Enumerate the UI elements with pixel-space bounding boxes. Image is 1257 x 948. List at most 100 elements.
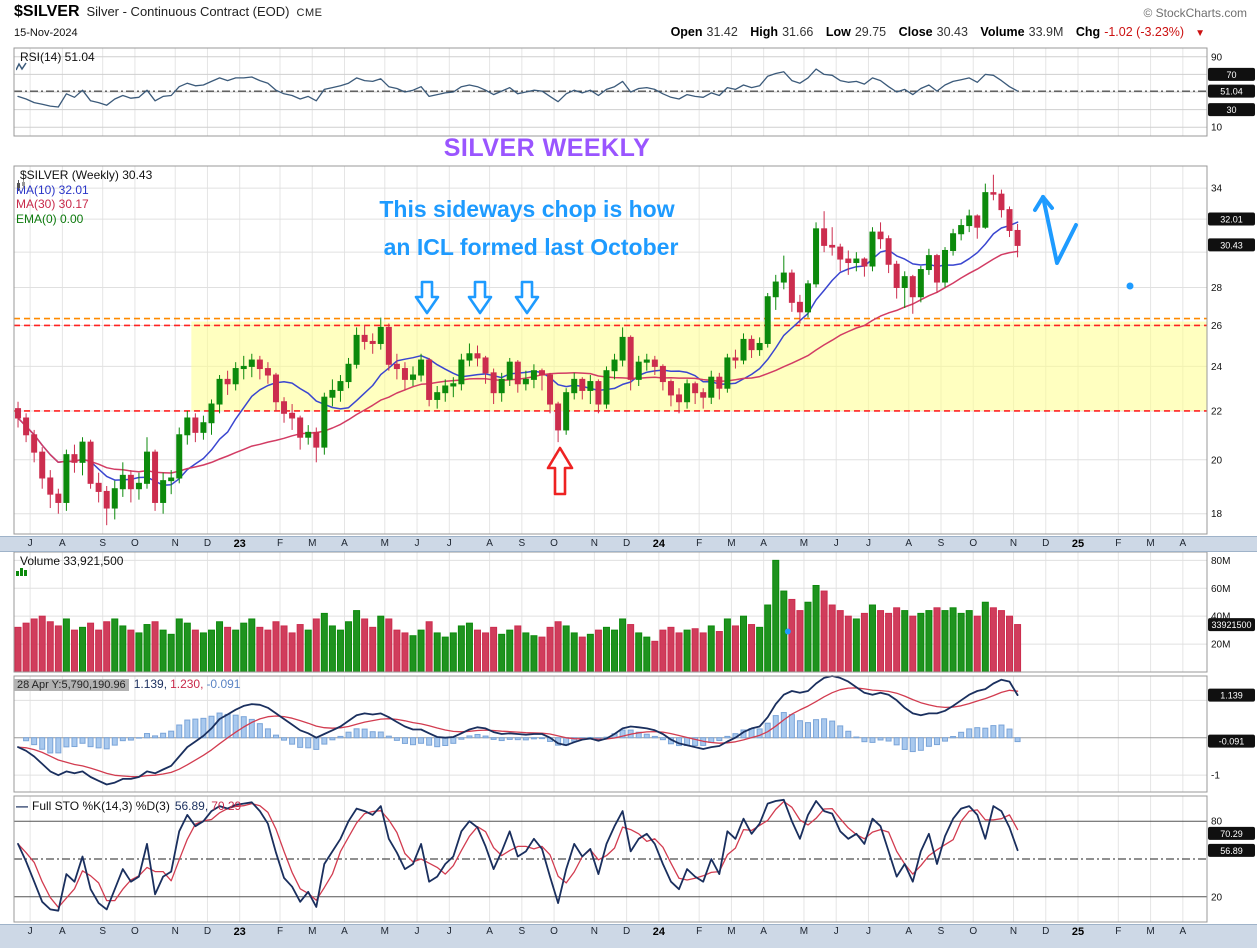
volume-legend: Volume 33,921,500	[16, 554, 124, 576]
x-axis-month-label: D	[203, 926, 212, 937]
quote-bar: Open 31.42 High 31.66 Low 29.75 Close 30.43 …	[671, 25, 1205, 39]
x-axis-month-label: A	[486, 926, 493, 937]
chg-label: Chg	[1075, 25, 1101, 39]
volume-panel-chart: 80M 60M 40M 20M 33921500	[13, 551, 1255, 673]
ppo-hist-value: -0.091	[206, 677, 241, 691]
x-axis-month-label: A	[341, 926, 348, 937]
sto-k-value: 56.89,	[174, 799, 209, 813]
x-axis-month-label: S	[99, 538, 106, 549]
x-axis-months-top: J A S O N D 23 F M A M J J A S O N D 24 F M A M J J A S O N D 25 F M A	[0, 536, 1257, 552]
x-axis-month-label: J	[865, 538, 871, 549]
x-axis-month-label: N	[1009, 926, 1018, 937]
svg-text:90: 90	[1211, 52, 1223, 63]
price-panel-chart: 34 28 26 24 22 20 18 32.01 30.43	[13, 165, 1255, 535]
symbol: $SILVER	[14, 3, 80, 20]
x-axis-year-label: 25	[1071, 926, 1085, 938]
x-axis-month-label: F	[696, 538, 703, 549]
sto-legend-text: Full STO %K(14,3) %D(3)	[32, 799, 170, 813]
svg-text:20: 20	[1211, 455, 1223, 466]
svg-text:28: 28	[1211, 283, 1223, 294]
price-legend-text: $SILVER (Weekly) 30.43	[20, 168, 153, 182]
x-axis-month-label: J	[27, 538, 33, 549]
ma30-legend: MA(30) 30.17	[16, 197, 89, 211]
svg-text:80M: 80M	[1211, 556, 1230, 567]
x-axis-month-label: J	[27, 926, 33, 937]
x-axis-month-label: J	[833, 538, 839, 549]
x-axis-month-label: J	[865, 926, 871, 937]
x-axis-year-label: 25	[1071, 538, 1085, 550]
chg-value: -1.02 (-3.23%)	[1104, 25, 1185, 39]
svg-text:30: 30	[1226, 105, 1236, 115]
x-axis-month-label: A	[905, 538, 913, 549]
annotation-note-line2: an ICL formed last October	[383, 234, 679, 260]
price-legend: $SILVER (Weekly) 30.43 MA(10) 32.01 MA(3…	[16, 168, 152, 226]
x-axis-month-label: S	[518, 538, 526, 549]
annotation-note-line1: This sideways chop is how	[379, 196, 675, 222]
header: $SILVER Silver - Continuous Contract (EOD…	[14, 3, 322, 21]
x-axis-month-label: N	[590, 538, 598, 549]
x-axis-month-label: N	[171, 538, 179, 549]
x-axis-month-label: S	[99, 926, 106, 937]
svg-text:10: 10	[1211, 123, 1223, 134]
chg-down-icon: ▼	[1195, 28, 1205, 39]
x-axis-month-label: M	[799, 538, 809, 549]
rsi-legend-text: RSI(14) 51.04	[20, 50, 95, 64]
x-axis-month-label: F	[276, 538, 284, 549]
volume-label: Volume	[980, 25, 1025, 39]
volume-legend-text: Volume 33,921,500	[20, 554, 124, 568]
svg-text:60M: 60M	[1211, 584, 1230, 595]
x-axis-month-label: O	[550, 926, 558, 937]
x-axis-year-label: 24	[652, 538, 665, 550]
annotation-silver-weekly: SILVER WEEKLY	[443, 134, 651, 162]
ppo-panel-chart: -1 1.139 -0.091	[13, 675, 1255, 793]
x-axis-month-label: A	[760, 926, 767, 937]
x-axis-month-label: D	[1042, 538, 1050, 549]
x-axis-month-label: N	[1009, 538, 1018, 549]
svg-text:24: 24	[1211, 362, 1223, 373]
x-axis-month-label: D	[622, 538, 631, 549]
x-axis-month-label: M	[1146, 926, 1155, 937]
close-value: 30.43	[936, 25, 968, 39]
low-label: Low	[825, 25, 851, 39]
ppo-line-value: 1.139,	[133, 677, 168, 691]
open-label: Open	[670, 25, 703, 39]
ppo-signal-value: 1.230,	[170, 677, 204, 691]
open-value: 31.42	[706, 25, 738, 39]
x-axis-year-label: 23	[233, 926, 246, 938]
x-axis-months-bottom: J A S O N D 23 F M A M J J A S O N D 24 F M A M J J A S O N D 25 F M A	[0, 924, 1257, 948]
svg-text:32.01: 32.01	[1220, 214, 1243, 224]
x-axis-month-label: A	[1179, 538, 1187, 549]
x-axis-month-label: M	[1146, 538, 1155, 549]
svg-text:70: 70	[1226, 70, 1236, 80]
x-axis-month-label: O	[969, 538, 978, 549]
x-axis-month-label: A	[1179, 926, 1187, 937]
svg-text:26: 26	[1211, 321, 1223, 332]
stockcharts-watermark-link[interactable]: © StockCharts.com	[1143, 6, 1247, 20]
high-value: 31.66	[782, 25, 814, 39]
x-axis-month-label: O	[550, 538, 558, 549]
ppo-legend: 28 Apr Y:5,790,190.96 1.139, 1.230, -0.091	[14, 677, 240, 691]
x-axis-month-label: A	[59, 538, 66, 549]
high-label: High	[750, 25, 779, 39]
rsi-panel-chart: 90 10 70 51.04 30	[13, 47, 1255, 137]
x-axis-month-label: J	[446, 926, 452, 937]
x-axis-month-label: O	[131, 538, 139, 549]
ma10-legend: MA(10) 32.01	[16, 182, 89, 197]
x-axis-month-label: J	[833, 926, 839, 937]
svg-text:-0.091: -0.091	[1219, 737, 1245, 747]
symbol-name: Silver - Continuous Contract (EOD)	[86, 4, 290, 19]
svg-text:22: 22	[1211, 406, 1223, 417]
low-value: 29.75	[854, 25, 887, 39]
x-axis-month-label: M	[308, 538, 317, 549]
svg-text:20: 20	[1211, 892, 1223, 903]
x-axis-month-label: A	[760, 538, 767, 549]
svg-text:80: 80	[1211, 817, 1223, 828]
x-axis-month-label: F	[1115, 926, 1122, 937]
x-axis-month-label: M	[380, 926, 389, 937]
svg-text:56.89: 56.89	[1220, 846, 1243, 856]
svg-text:-1: -1	[1211, 771, 1220, 782]
x-axis-month-label: A	[486, 538, 493, 549]
svg-text:70.29: 70.29	[1220, 829, 1243, 839]
x-axis-year-label: 23	[233, 538, 246, 550]
